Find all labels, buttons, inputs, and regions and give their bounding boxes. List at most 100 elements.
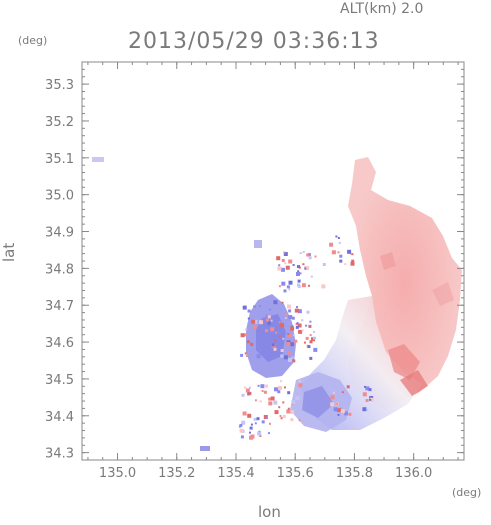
echo-pixel	[297, 323, 302, 328]
echo-pixel	[288, 309, 292, 313]
echo-pixel	[283, 252, 288, 256]
y-tick-label: 34.4	[45, 410, 74, 425]
echo-pixel	[298, 329, 303, 334]
echo-pixel	[278, 285, 281, 288]
echo-pixel	[337, 413, 340, 416]
x-axis-label: lon	[258, 503, 281, 521]
echo-pixel	[273, 300, 278, 305]
echo-pixel	[285, 313, 289, 317]
echo-pixel	[281, 259, 285, 262]
echo-pixel	[335, 235, 338, 238]
echo-pixel	[257, 384, 260, 387]
echo-pixel	[344, 263, 347, 266]
echo-pixel	[267, 321, 271, 325]
echo-pixel	[254, 305, 257, 308]
echo-pixel	[259, 349, 262, 352]
echo-pixel	[279, 415, 282, 417]
echo-pixel	[309, 334, 312, 337]
echo-pixel	[287, 391, 291, 395]
x-tick-label: 136.0	[395, 466, 432, 481]
x-tick-label: 135.6	[277, 466, 314, 481]
echo-pixel	[274, 387, 278, 392]
echo-pixel	[305, 336, 309, 340]
echo-pixel	[362, 407, 367, 412]
echo-pixel	[244, 386, 247, 389]
echo-pixel	[275, 331, 277, 334]
echo-pixel	[254, 399, 257, 402]
y-tick-label: 34.7	[45, 299, 74, 314]
echo-pixel	[250, 434, 255, 439]
echo-pixel	[339, 407, 342, 410]
echo-pixel	[283, 289, 287, 293]
echo-pixel	[289, 342, 294, 347]
echo-pixel	[291, 356, 294, 359]
echo-pixel	[295, 396, 300, 401]
y-unit-label: (deg)	[18, 34, 47, 47]
echo-pixel	[256, 354, 261, 359]
x-tick-label: 135.0	[99, 466, 136, 481]
echo-pixel	[239, 423, 243, 427]
echo-pixel	[339, 259, 343, 263]
echo-pixel	[278, 406, 281, 409]
echo-pixel	[265, 384, 269, 388]
echo-streak-red-4	[432, 282, 454, 306]
echo-pixel	[253, 417, 257, 421]
echo-pixel	[286, 342, 291, 347]
echo-pixel	[308, 284, 310, 287]
echo-pixel	[332, 391, 335, 394]
echo-pixel	[348, 412, 352, 416]
echo-pixel	[322, 263, 326, 266]
echo-pixel	[304, 267, 307, 270]
echo-pixel	[306, 310, 310, 314]
echo-pixel	[265, 329, 268, 333]
echo-pixel	[284, 262, 287, 265]
echo-pixel	[277, 266, 282, 271]
echo-pixel	[290, 409, 295, 414]
y-tick-label: 34.6	[45, 336, 74, 351]
echo-pixel	[344, 411, 348, 416]
x-tick-label: 135.4	[217, 466, 254, 481]
echo-pixel	[287, 351, 291, 355]
echo-pixel	[268, 401, 273, 406]
echo-streak-red-1	[388, 344, 420, 380]
echo-streak-red-2	[400, 370, 428, 396]
echo-pixel	[313, 336, 317, 340]
echo-pixel	[309, 340, 313, 344]
echo-pixel	[249, 426, 253, 430]
echo-pixel	[301, 319, 304, 322]
echo-pixel	[280, 417, 283, 420]
echo-pixel	[362, 392, 367, 397]
plot-axes: 135.0 135.2 135.4 135.6 135.8 136.0 35.3 35.2 35…	[45, 61, 465, 481]
echo-pixel	[309, 320, 312, 323]
echo-pixel	[288, 259, 293, 264]
echo-pixel	[269, 308, 272, 311]
echo-pixel	[283, 355, 288, 360]
radar-clutter-layer	[238, 235, 374, 440]
echo-pixel	[238, 425, 241, 428]
echo-pixel	[288, 280, 293, 285]
echo-pixel	[311, 337, 315, 342]
echo-pixel	[263, 390, 267, 394]
echo-pixel	[297, 279, 301, 283]
timestamp-label: 2013/05/29 03:36:13	[128, 29, 380, 54]
echo-pixel	[245, 388, 250, 393]
altitude-label: ALT(km) 2.0	[340, 1, 423, 17]
echo-pixel	[313, 330, 315, 333]
echo-pixel	[241, 393, 245, 397]
echo-pixel	[248, 386, 251, 389]
echo-pixel	[299, 272, 302, 275]
echo-pixel	[297, 265, 300, 269]
echo-pixel	[245, 354, 248, 357]
echo-pixel	[259, 400, 262, 403]
echo-pixel	[259, 434, 262, 437]
echo-pixel	[309, 356, 313, 360]
echo-pixel	[296, 322, 299, 325]
echo-pixel	[351, 410, 354, 413]
echo-pixel	[283, 251, 286, 254]
echo-pixel	[364, 385, 366, 388]
echo-pixel	[288, 288, 291, 291]
echo-pixel	[269, 422, 271, 425]
echo-pixel	[282, 401, 285, 404]
echo-speck-south	[200, 446, 210, 451]
echo-pixel	[321, 284, 326, 289]
